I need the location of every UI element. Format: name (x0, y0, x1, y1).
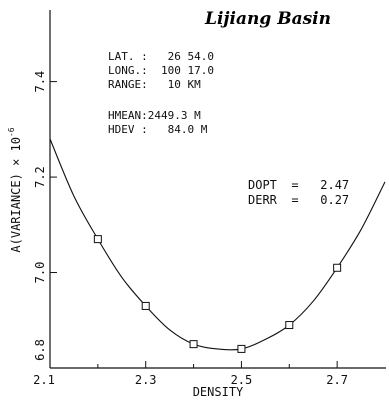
annotation-hdev: HDEV : 84.0 M (108, 123, 208, 136)
x-ticks: 2.1 2.3 2.5 2.7 (33, 361, 348, 387)
y-axis-label: A(VARIANCE) × 10-6 (7, 127, 23, 252)
y-axis-label-main: A(VARIANCE) × 10 (9, 137, 23, 253)
data-points (93, 235, 342, 353)
annotation-hmean: HMEAN:2449.3 M (108, 109, 201, 122)
y-axis-label-group: A(VARIANCE) × 10-6 (7, 127, 23, 252)
annotation-lat: LAT. : 26 54.0 (108, 50, 214, 63)
x-tick-label: 2.3 (135, 373, 157, 387)
chart-title: Lijiang Basin (204, 9, 331, 29)
annotation-range: RANGE: 10 KM (108, 78, 201, 91)
station-info: LAT. : 26 54.0 LONG.: 100 17.0 RANGE: 10… (108, 50, 214, 136)
annotation-dopt: DOPT = 2.47 (248, 178, 349, 192)
y-tick-label: 7.2 (33, 166, 47, 188)
annotation-derr: DERR = 0.27 (248, 193, 349, 207)
data-point (285, 321, 294, 330)
x-axis-label: DENSITY (193, 385, 244, 399)
y-tick-label: 7.0 (33, 262, 47, 284)
fit-result: DOPT = 2.47 DERR = 0.27 (248, 178, 349, 207)
y-tick-label: 7.4 (33, 71, 47, 93)
y-ticks: 6.8 7.0 7.2 7.4 (33, 71, 57, 369)
y-tick-label: 6.8 (33, 339, 47, 361)
data-point (189, 340, 198, 349)
x-tick-label: 2.7 (326, 373, 348, 387)
x-tick-label: 2.5 (231, 373, 253, 387)
data-point (333, 263, 342, 272)
y-axis-label-exponent: -6 (7, 127, 16, 137)
data-point (93, 235, 102, 244)
annotation-long: LONG.: 100 17.0 (108, 64, 214, 77)
data-point (141, 301, 150, 310)
data-point (237, 344, 246, 353)
x-tick-label: 2.1 (33, 373, 55, 387)
fit-curve (49, 138, 386, 351)
axes (49, 10, 386, 369)
